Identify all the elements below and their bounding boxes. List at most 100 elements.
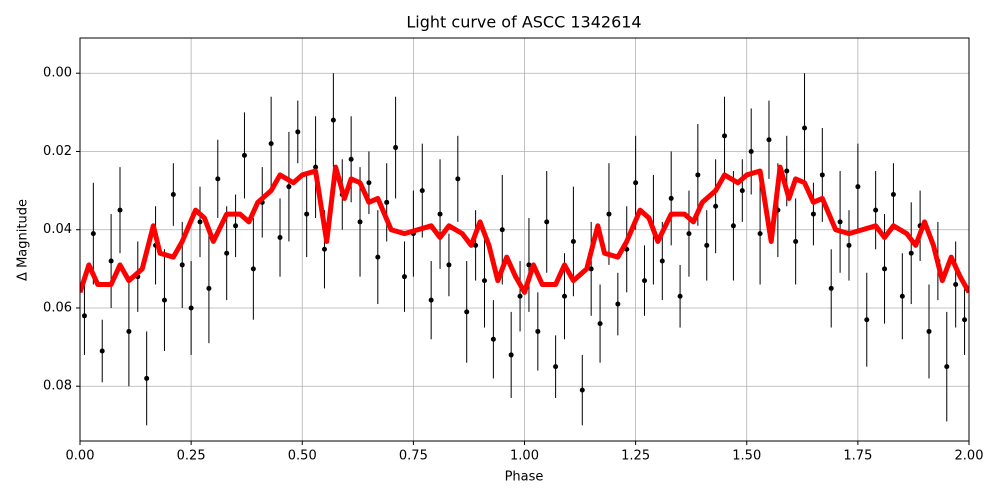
- data-point: [108, 258, 114, 264]
- data-point: [144, 375, 150, 381]
- data-point: [944, 364, 950, 370]
- data-point: [597, 321, 603, 327]
- data-point: [437, 211, 443, 217]
- data-point: [241, 152, 247, 158]
- data-point: [722, 133, 728, 139]
- data-point: [446, 262, 452, 268]
- data-point: [570, 238, 576, 244]
- data-point: [197, 219, 203, 225]
- data-point: [313, 164, 319, 170]
- x-tick-label: 1.75: [843, 449, 872, 464]
- x-tick-label: 1.50: [732, 449, 761, 464]
- y-tick-label: 0.06: [43, 300, 72, 315]
- data-point: [659, 258, 665, 264]
- data-point: [730, 223, 736, 229]
- data-point: [633, 180, 639, 186]
- data-point: [90, 231, 96, 237]
- data-point: [615, 301, 621, 307]
- data-point: [375, 254, 381, 260]
- data-point: [855, 184, 861, 190]
- data-point: [490, 336, 496, 342]
- x-tick-label: 0.50: [288, 449, 317, 464]
- data-point: [295, 129, 301, 135]
- data-point: [304, 211, 310, 217]
- data-point: [473, 242, 479, 248]
- data-point: [286, 184, 292, 190]
- data-point: [535, 328, 541, 334]
- data-point: [704, 242, 710, 248]
- y-tick-label: 0.00: [43, 66, 72, 81]
- data-point: [606, 211, 612, 217]
- data-point: [419, 188, 425, 194]
- x-tick-label: 1.00: [510, 449, 539, 464]
- data-point: [739, 188, 745, 194]
- data-point: [873, 207, 879, 213]
- x-tick-label: 0.25: [177, 449, 206, 464]
- data-point: [188, 305, 194, 311]
- data-point: [793, 238, 799, 244]
- data-point: [962, 317, 968, 323]
- data-point: [161, 297, 167, 303]
- data-point: [713, 203, 719, 209]
- data-point: [224, 250, 230, 256]
- data-point: [882, 266, 888, 272]
- y-axis-label: Δ Magnitude: [16, 199, 31, 281]
- data-point: [384, 199, 390, 205]
- data-point: [215, 176, 221, 182]
- data-point: [321, 246, 327, 252]
- x-axis-label: Phase: [505, 470, 544, 485]
- data-point: [677, 293, 683, 299]
- data-point: [126, 328, 132, 334]
- data-point: [526, 262, 532, 268]
- data-point: [953, 281, 959, 287]
- data-point: [553, 364, 559, 370]
- data-point: [579, 387, 585, 393]
- data-point: [766, 137, 772, 143]
- data-point: [668, 195, 674, 201]
- plot-frame: [79, 37, 970, 442]
- y-tick-label: 0.04: [43, 222, 72, 237]
- data-point: [268, 141, 274, 147]
- data-point: [499, 227, 505, 233]
- data-point: [401, 274, 407, 280]
- x-tick-label: 0.00: [66, 449, 95, 464]
- data-point: [455, 176, 461, 182]
- data-point: [748, 148, 754, 154]
- data-point: [330, 117, 336, 123]
- data-point: [899, 293, 905, 299]
- data-point: [642, 278, 648, 284]
- data-point: [81, 313, 87, 319]
- data-point: [206, 285, 212, 291]
- data-point: [757, 231, 763, 237]
- data-point: [784, 168, 790, 174]
- smoothed-curve: [80, 164, 969, 295]
- data-point: [393, 145, 399, 151]
- x-tick-label: 0.75: [399, 449, 428, 464]
- data-point: [179, 262, 185, 268]
- data-point: [250, 266, 256, 272]
- data-point: [802, 125, 808, 131]
- data-point: [544, 219, 550, 225]
- data-point: [686, 231, 692, 237]
- x-tick-label: 1.25: [621, 449, 650, 464]
- data-point: [348, 156, 354, 162]
- data-point: [890, 192, 896, 198]
- x-tick-label: 2.00: [955, 449, 984, 464]
- data-point: [357, 219, 363, 225]
- chart-title: Light curve of ASCC 1342614: [406, 13, 641, 32]
- data-point: [810, 211, 816, 217]
- y-tick-label: 0.02: [43, 144, 72, 159]
- data-point: [926, 328, 932, 334]
- data-point: [864, 317, 870, 323]
- data-point: [837, 219, 843, 225]
- data-point: [508, 352, 514, 358]
- data-point: [464, 309, 470, 315]
- data-point: [170, 192, 176, 198]
- data-point: [819, 172, 825, 178]
- data-point: [517, 293, 523, 299]
- data-point: [695, 172, 701, 178]
- data-point: [908, 250, 914, 256]
